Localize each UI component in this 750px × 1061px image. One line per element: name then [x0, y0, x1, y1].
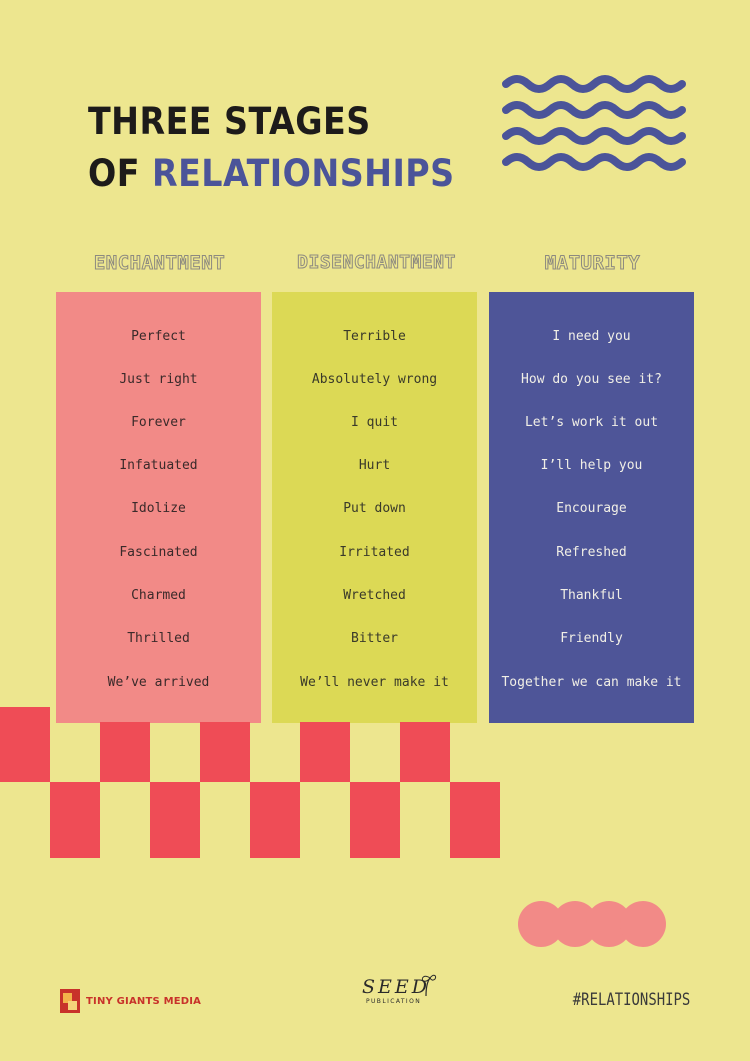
list-item: We’ve arrived: [107, 675, 210, 690]
list-item: Refreshed: [556, 545, 627, 560]
tiny-giants-logo: TINY GIANTS MEDIA: [60, 989, 201, 1013]
hashtag: #RELATIONSHIPS: [572, 990, 690, 1010]
wave-lines-icon: [502, 75, 686, 171]
list-item: We’ll never make it: [300, 675, 449, 690]
dot: [620, 901, 666, 947]
page-title: THREE STAGES OF RELATIONSHIPS: [88, 96, 455, 200]
seed-subtitle: PUBLICATION: [366, 998, 422, 1005]
list-item: Just right: [119, 372, 198, 387]
list-item: Fascinated: [119, 545, 198, 560]
list-item: Put down: [343, 501, 406, 516]
list-item: I’ll help you: [540, 458, 643, 473]
seed-logo: SEED PUBLICATION: [362, 974, 442, 1005]
title-line-1: THREE STAGES: [88, 100, 371, 143]
list-item: Absolutely wrong: [311, 372, 438, 387]
heading-enchantment: ENCHANTMENT: [93, 252, 226, 275]
list-item: I quit: [351, 415, 398, 430]
list-item: Irritated: [339, 545, 410, 560]
list-item: Thankful: [560, 588, 623, 603]
heading-maturity: MATURITY: [544, 252, 641, 275]
list-item: Hurt: [358, 458, 391, 473]
list-item: I need you: [552, 329, 631, 344]
list-item: Idolize: [131, 501, 186, 516]
seed-name: SEED: [362, 976, 430, 998]
heading-disenchantment: DISENCHANTMENT: [297, 252, 456, 274]
list-item: Friendly: [560, 631, 623, 646]
list-item: Bitter: [351, 631, 398, 646]
list-item: How do you see it?: [521, 372, 662, 387]
list-item: Together we can make it: [501, 675, 682, 690]
checkerboard-decoration: [0, 707, 500, 858]
list-item: Wretched: [343, 588, 406, 603]
list-item: Infatuated: [119, 458, 198, 473]
list-item: Let’s work it out: [524, 415, 659, 430]
tiny-giants-name: TINY GIANTS MEDIA: [86, 995, 202, 1007]
title-line-2-prefix: OF: [88, 152, 153, 195]
tiny-giants-logo-icon: [60, 989, 80, 1013]
list-item: Terrible: [343, 329, 406, 344]
column-disenchantment: Terrible Absolutely wrong I quit Hurt Pu…: [272, 292, 477, 723]
column-maturity: I need you How do you see it? Let’s work…: [489, 292, 694, 723]
list-item: Charmed: [131, 588, 186, 603]
title-line-2-accent: RELATIONSHIPS: [152, 152, 455, 195]
list-item: Perfect: [131, 329, 186, 344]
column-enchantment: Perfect Just right Forever Infatuated Id…: [56, 292, 261, 723]
list-item: Encourage: [556, 501, 627, 516]
list-item: Forever: [131, 415, 186, 430]
list-item: Thrilled: [127, 631, 190, 646]
seed-sprout-icon: [421, 974, 437, 997]
